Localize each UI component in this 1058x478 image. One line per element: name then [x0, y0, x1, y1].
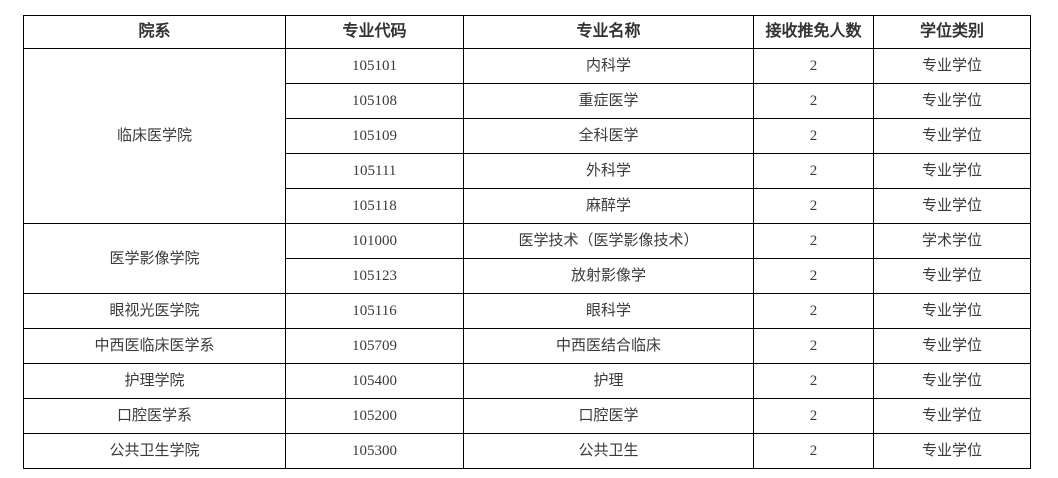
cell-quota: 2: [753, 328, 874, 364]
table-row: 105108 重症医学 2 专业学位: [24, 83, 1031, 119]
cell-major-name: 公共卫生: [463, 433, 754, 469]
cell-department: 中西医临床医学系: [23, 328, 286, 364]
cell-degree-type: 专业学位: [873, 363, 1031, 399]
cell-degree-type: 专业学位: [873, 48, 1031, 84]
table-row: 眼视光医学院 105116 眼科学 2 专业学位: [23, 293, 1031, 329]
cell-degree-type: 专业学位: [873, 188, 1031, 224]
cell-major-name: 放射影像学: [463, 258, 754, 294]
cell-degree-type: 专业学位: [873, 293, 1031, 329]
table-header-row: 院系 专业代码 专业名称 接收推免人数 学位类别: [23, 15, 1031, 49]
cell-department: 护理学院: [23, 363, 286, 399]
cell-department: 医学影像学院: [23, 223, 286, 294]
cell-major-name: 重症医学: [463, 83, 754, 119]
cell-quota: 2: [753, 433, 874, 469]
cell-quota: 2: [753, 223, 874, 259]
table-row: 口腔医学系 105200 口腔医学 2 专业学位: [23, 398, 1031, 434]
cell-major-name: 医学技术（医学影像技术）: [463, 223, 754, 259]
cell-quota: 2: [753, 118, 874, 154]
cell-major-name: 内科学: [463, 48, 754, 84]
cell-major-code: 105111: [285, 153, 464, 189]
header-degree-type: 学位类别: [873, 15, 1031, 49]
cell-degree-type: 专业学位: [873, 328, 1031, 364]
cell-department: 公共卫生学院: [23, 433, 286, 469]
cell-degree-type: 专业学位: [873, 83, 1031, 119]
cell-quota: 2: [753, 153, 874, 189]
cell-major-name: 护理: [463, 363, 754, 399]
table-row: 105109 全科医学 2 专业学位: [24, 118, 1031, 154]
table-row: 护理学院 105400 护理 2 专业学位: [23, 363, 1031, 399]
table-row: 105118 麻醉学 2 专业学位: [24, 188, 1031, 224]
cell-quota: 2: [753, 48, 874, 84]
cell-quota: 2: [753, 258, 874, 294]
cell-department: 临床医学院: [23, 48, 286, 224]
cell-major-code: 101000: [285, 223, 464, 259]
cell-department: 口腔医学系: [23, 398, 286, 434]
cell-major-code: 105300: [285, 433, 464, 469]
cell-degree-type: 学术学位: [873, 223, 1031, 259]
admissions-table: 院系 专业代码 专业名称 接收推免人数 学位类别 临床医学院 105101 内科…: [23, 15, 1031, 469]
cell-quota: 2: [753, 188, 874, 224]
header-quota: 接收推免人数: [753, 15, 874, 49]
cell-major-code: 105109: [285, 118, 464, 154]
cell-major-name: 眼科学: [463, 293, 754, 329]
cell-degree-type: 专业学位: [873, 398, 1031, 434]
cell-major-code: 105709: [285, 328, 464, 364]
cell-major-code: 105118: [285, 188, 464, 224]
cell-major-code: 105101: [285, 48, 464, 84]
cell-degree-type: 专业学位: [873, 433, 1031, 469]
cell-degree-type: 专业学位: [873, 258, 1031, 294]
cell-major-name: 外科学: [463, 153, 754, 189]
table-row: 公共卫生学院 105300 公共卫生 2 专业学位: [23, 433, 1031, 469]
cell-major-name: 中西医结合临床: [463, 328, 754, 364]
header-department: 院系: [23, 15, 286, 49]
cell-major-code: 105400: [285, 363, 464, 399]
cell-quota: 2: [753, 398, 874, 434]
cell-major-code: 105116: [285, 293, 464, 329]
table-row: 105123 放射影像学 2 专业学位: [24, 258, 1031, 294]
table-row: 临床医学院 105101 内科学 2 专业学位: [23, 48, 1031, 224]
table-row: 医学影像学院 101000 医学技术（医学影像技术） 2 学术学位: [23, 223, 1031, 294]
header-major-code: 专业代码: [285, 15, 464, 49]
cell-major-code: 105108: [285, 83, 464, 119]
cell-major-code: 105123: [285, 258, 464, 294]
cell-quota: 2: [753, 83, 874, 119]
header-major-name: 专业名称: [463, 15, 754, 49]
cell-major-name: 全科医学: [463, 118, 754, 154]
cell-major-name: 麻醉学: [463, 188, 754, 224]
cell-degree-type: 专业学位: [873, 118, 1031, 154]
cell-major-name: 口腔医学: [463, 398, 754, 434]
table-row: 105111 外科学 2 专业学位: [24, 153, 1031, 189]
cell-degree-type: 专业学位: [873, 153, 1031, 189]
cell-department: 眼视光医学院: [23, 293, 286, 329]
cell-quota: 2: [753, 293, 874, 329]
cell-quota: 2: [753, 363, 874, 399]
cell-major-code: 105200: [285, 398, 464, 434]
table-row: 中西医临床医学系 105709 中西医结合临床 2 专业学位: [23, 328, 1031, 364]
